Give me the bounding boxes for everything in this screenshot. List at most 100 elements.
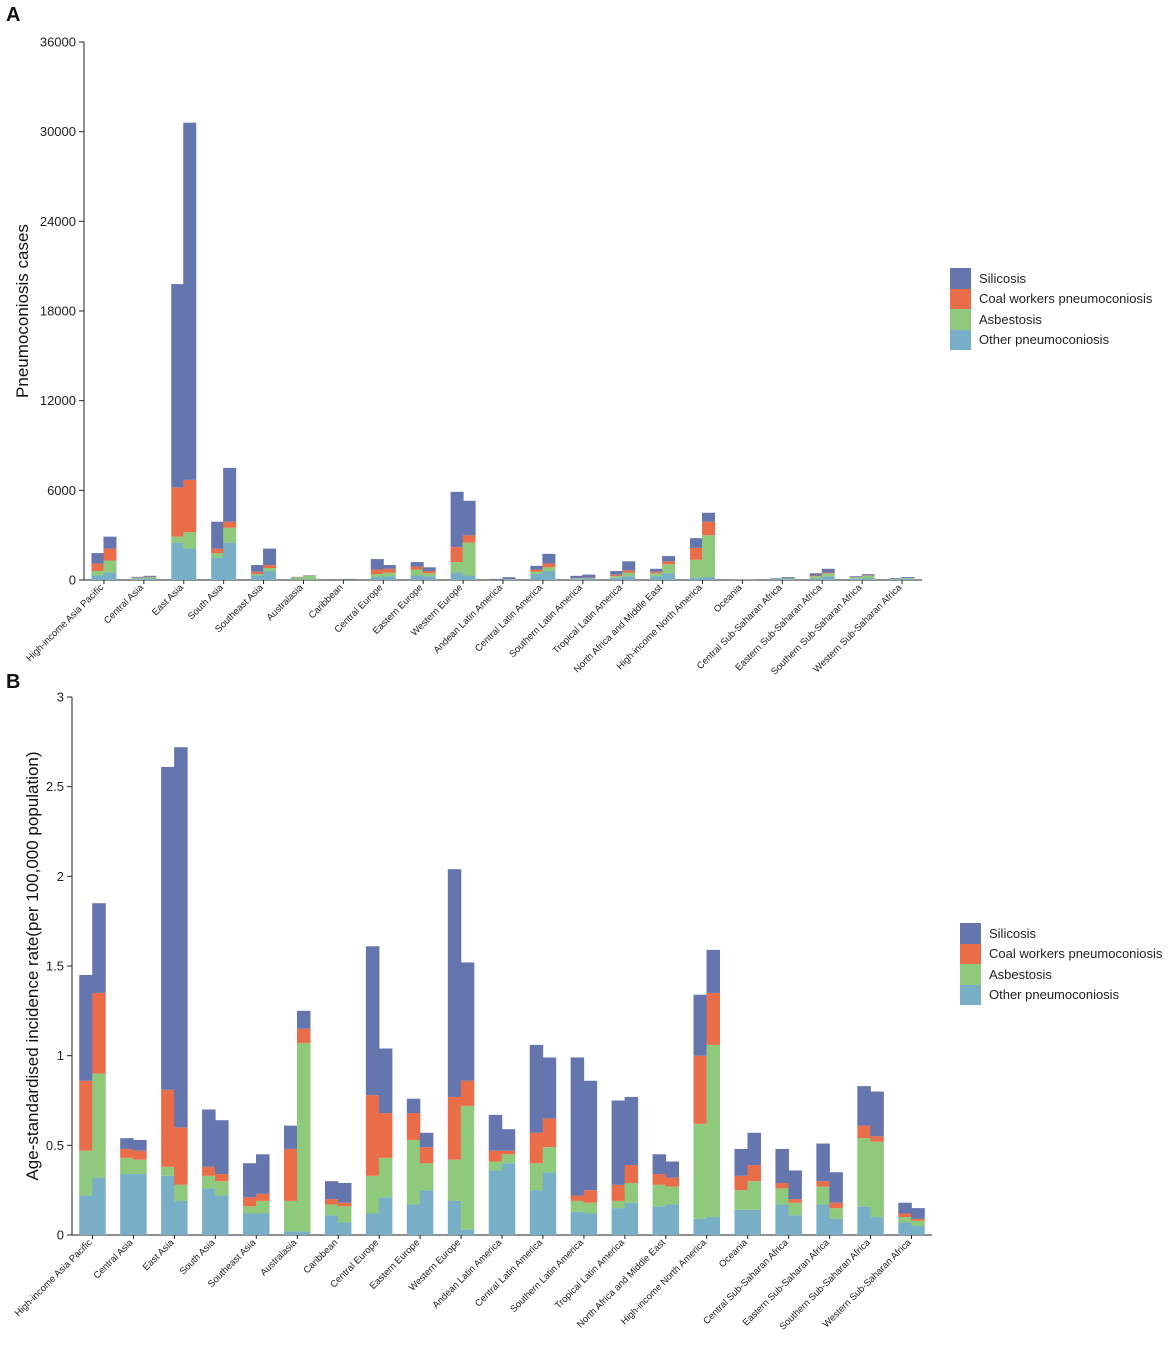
bar-segment-other-pneumoconiosis (243, 1213, 257, 1235)
bar-segment-silicosis (570, 1057, 585, 1196)
bar-segment-asbestosis (501, 1154, 516, 1164)
bar-segment-coal-workers-pneumoconiosis (211, 548, 225, 554)
bar-segment-silicosis (410, 562, 424, 567)
bar-segment-silicosis (788, 1170, 802, 1200)
bar-segment-other-pneumoconiosis (410, 575, 424, 580)
bar-segment-other-pneumoconiosis (829, 1218, 843, 1235)
bar-segment-other-pneumoconiosis (419, 1190, 434, 1235)
bar-segment-asbestosis (223, 527, 237, 543)
legend-item-other: Other pneumoconiosis (960, 984, 1162, 1005)
bar-segment-asbestosis (211, 553, 225, 558)
x-tick-label: South Asia (178, 1237, 218, 1277)
bar-segment-other-pneumoconiosis (202, 1188, 216, 1235)
bar-segment-asbestosis (202, 1175, 216, 1189)
bar-segment-silicosis (829, 1172, 843, 1203)
bar-segment-silicosis (582, 574, 596, 578)
bar-segment-other-pneumoconiosis (370, 577, 384, 580)
bar-segment-asbestosis (610, 576, 624, 578)
bar-segment-coal-workers-pneumoconiosis (460, 1080, 475, 1106)
bar-segment-silicosis (447, 869, 462, 1097)
bar-segment-asbestosis (290, 577, 304, 580)
bar-segment-coal-workers-pneumoconiosis (665, 1177, 680, 1187)
bar-segment-silicosis (460, 962, 475, 1081)
legend-swatch-silicosis (950, 268, 971, 289)
bar-segment-silicosis (849, 576, 863, 578)
bar-segment-silicosis (529, 1044, 544, 1133)
y-tick-label: 1.5 (46, 959, 64, 974)
bar-segment-silicosis (622, 561, 636, 571)
y-tick-label: 3 (57, 690, 64, 705)
bar-segment-other-pneumoconiosis (183, 548, 197, 580)
legend-swatch-other (960, 984, 981, 1005)
bar-segment-coal-workers-pneumoconiosis (171, 487, 185, 537)
bar-segment-other-pneumoconiosis (901, 578, 915, 580)
bar-segment-silicosis (382, 565, 396, 569)
bar-segment-other-pneumoconiosis (530, 574, 544, 580)
legend-item-asbestosis: Asbestosis (960, 964, 1162, 985)
x-tick-label: Andean Latin America (431, 1237, 505, 1311)
bar-segment-other-pneumoconiosis (502, 579, 516, 580)
bar-segment-asbestosis (103, 560, 117, 573)
bar-segment-silicosis (570, 575, 584, 579)
bar-segment-other-pneumoconiosis (256, 1213, 270, 1235)
legend-swatch-asbestosis (950, 309, 971, 330)
bar-segment-other-pneumoconiosis (462, 575, 476, 580)
bar-segment-silicosis (857, 1086, 871, 1126)
bar-segment-other-pneumoconiosis (690, 577, 704, 580)
bar-segment-other-pneumoconiosis (211, 557, 225, 580)
bar-segment-coal-workers-pneumoconiosis (133, 1150, 147, 1160)
bar-segment-coal-workers-pneumoconiosis (263, 565, 277, 569)
x-tick-label: Tropical Latin America (551, 582, 625, 656)
bar-segment-silicosis (174, 747, 188, 1128)
bar-segment-other-pneumoconiosis (821, 576, 835, 580)
bar-segment-coal-workers-pneumoconiosis (406, 1113, 421, 1140)
bar-segment-coal-workers-pneumoconiosis (419, 1147, 434, 1164)
legend-swatch-silicosis (960, 923, 981, 944)
bar-segment-asbestosis (747, 1181, 761, 1210)
bar-segment-coal-workers-pneumoconiosis (775, 1182, 789, 1189)
bar-segment-asbestosis (133, 1159, 147, 1175)
bar-segment-coal-workers-pneumoconiosis (857, 1125, 871, 1139)
x-tick-label: High-income North America (619, 1237, 709, 1327)
bar-segment-silicosis (861, 574, 875, 576)
bar-segment-other-pneumoconiosis (775, 1204, 789, 1235)
bar-segment-asbestosis (611, 1200, 626, 1209)
x-tick-label: Central Sub-Saharan Africa (701, 1237, 791, 1327)
bar-segment-other-pneumoconiosis (583, 1213, 598, 1235)
bar-segment-silicosis (542, 553, 556, 564)
panel-a: 0 6000 12000 18000 24000 30000 36000 Pneumoconi… (6, 4, 1152, 675)
bar-segment-coal-workers-pneumoconiosis (462, 535, 476, 543)
bar-segment-other-pneumoconiosis (624, 1202, 639, 1235)
bar-segment-silicosis (781, 577, 795, 579)
bar-segment-other-pneumoconiosis (849, 578, 863, 580)
incidence-rate-chart: 0 0.5 1 1.5 2 2.5 3 Age-standardised incidence … (13, 690, 932, 1333)
bar-segment-other-pneumoconiosis (610, 577, 624, 580)
bar-segment-coal-workers-pneumoconiosis (183, 479, 197, 533)
bar-segment-silicosis (342, 578, 356, 580)
y-tick-label: 2 (57, 869, 64, 884)
bar-segment-other-pneumoconiosis (706, 1217, 721, 1235)
bar-segment-other-pneumoconiosis (857, 1206, 871, 1235)
bar-segment-other-pneumoconiosis (460, 1229, 475, 1235)
bar-segment-asbestosis (583, 1202, 598, 1214)
x-tick-label: High-income North America (615, 582, 705, 672)
bar-segment-silicosis (365, 946, 380, 1096)
bar-segment-other-pneumoconiosis (447, 1200, 462, 1235)
bar-segment-other-pneumoconiosis (898, 1222, 912, 1235)
x-tick-label: Andean Latin America (432, 582, 506, 656)
bar-segment-other-pneumoconiosis (529, 1190, 544, 1235)
x-tick-label: Central Asia (92, 1237, 137, 1282)
bar-segment-other-pneumoconiosis (133, 1174, 147, 1235)
bar-segment-coal-workers-pneumoconiosis (788, 1199, 802, 1203)
bar-segment-asbestosis (829, 1208, 843, 1219)
bar-segment-silicosis (419, 1132, 434, 1148)
bar-segment-asbestosis (174, 1184, 188, 1201)
panel-letter-a: A (6, 4, 21, 26)
bar-segment-coal-workers-pneumoconiosis (365, 1095, 380, 1176)
bar-segment-silicosis (901, 577, 915, 578)
bar-segment-silicosis (690, 538, 704, 548)
bar-segment-coal-workers-pneumoconiosis (809, 575, 823, 577)
pneumoconiosis-cases-chart: 0 6000 12000 18000 24000 30000 36000 Pneumoconi… (13, 35, 922, 675)
bar-segment-silicosis (450, 491, 464, 548)
x-tick-label: High-income Asia Pacific (24, 582, 106, 664)
